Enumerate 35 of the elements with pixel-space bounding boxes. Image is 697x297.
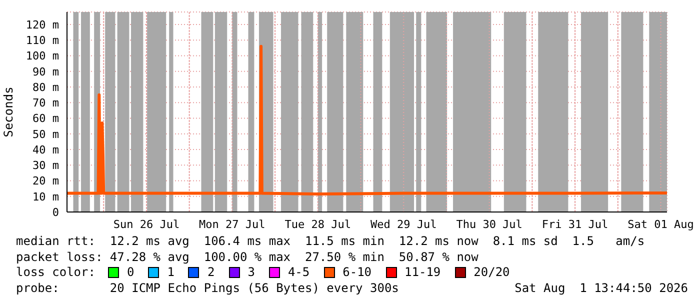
y-tick-label: 80 m	[32, 80, 60, 94]
y-tick-label: 0	[52, 206, 59, 219]
x-tick-label: Tue 28 Jul	[284, 218, 352, 231]
y-tick-label: 60 m	[32, 112, 60, 126]
y-tick-label: 120 m	[26, 18, 60, 32]
legend-title: loss color:	[16, 265, 96, 280]
x-tick-label: Mon 27 Jul	[199, 218, 266, 231]
x-tick-label: Fri 31 Jul	[542, 218, 608, 231]
y-tick-label: 70 m	[32, 96, 60, 110]
legend-label: 2	[207, 265, 215, 280]
x-tick-label: Thu 30 Jul	[456, 218, 522, 231]
y-tick-label: 10 m	[32, 190, 60, 204]
text: probe: 20 ICMP Echo Pings (56 Bytes) every 300s	[16, 280, 399, 296]
text: Sat Aug 1 13:44:50 2026	[514, 280, 688, 296]
legend-label: 4-5	[288, 265, 310, 280]
line-series	[67, 44, 667, 196]
legend-label: 6-10	[342, 265, 372, 280]
text: median rtt: 12.2 ms avg 106.4 ms max 11.5 ms min 12.2 ms now 8.1 ms sd 1.5 am/s	[16, 234, 646, 250]
y-axis-title: Seconds	[1, 86, 16, 138]
y-tick-label: 110 m	[26, 34, 60, 48]
legend-label: 1	[167, 265, 174, 280]
legend-label: 11-19	[404, 265, 441, 280]
legend-label: 3	[248, 265, 255, 280]
x-tick-label: Wed 29 Jul	[370, 218, 437, 231]
y-tick-label: 40 m	[32, 143, 60, 156]
y-tick-label: 90 m	[32, 65, 60, 78]
y-tick-label: 100 m	[26, 50, 60, 63]
x-tick-label: Sun 26 Jul	[113, 218, 180, 231]
y-tick-label: 30 m	[32, 159, 60, 172]
y-tick-label: 50 m	[32, 128, 60, 141]
x-tick-label: Sat 01 Aug	[628, 218, 694, 231]
legend-label: 0	[127, 265, 134, 280]
text: packet loss: 47.28 % avg 100.00 % max 27.50 % min 50.87 % now	[16, 250, 480, 265]
y-tick-label: 20 m	[32, 174, 60, 188]
legend-label: 20/20	[474, 265, 510, 280]
